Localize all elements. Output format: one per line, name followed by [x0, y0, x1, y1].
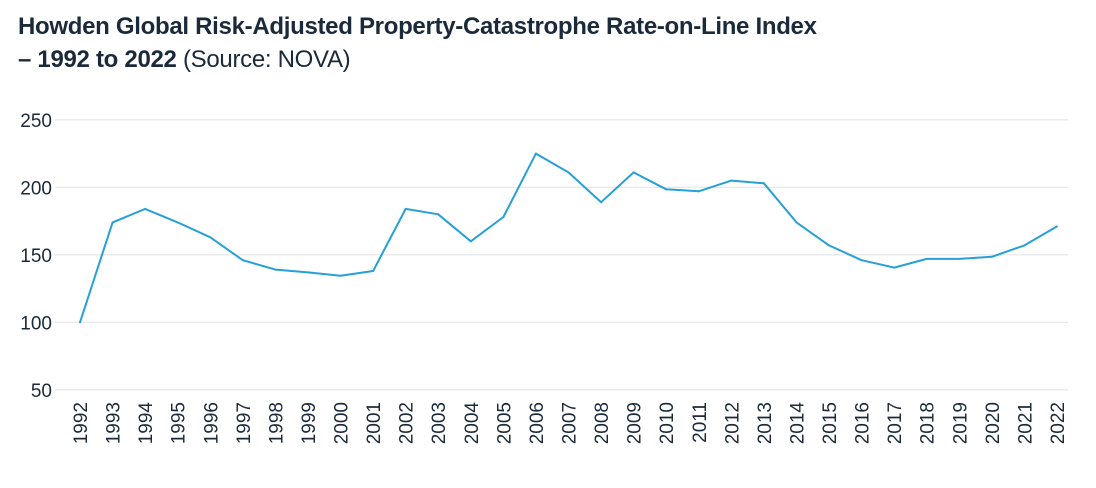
data-point — [925, 257, 928, 260]
data-point — [828, 244, 831, 247]
data-point — [697, 190, 700, 193]
data-point — [600, 201, 603, 204]
data-point — [665, 188, 668, 191]
y-tick-label: 200 — [20, 178, 52, 199]
series-line — [79, 152, 1058, 323]
x-tick-label: 2010 — [657, 402, 678, 444]
title-line-2: – 1992 to 2022 (Source: NOVA) — [18, 43, 817, 76]
y-tick-label: 50 — [31, 381, 52, 402]
data-point — [860, 259, 863, 262]
data-point — [274, 268, 277, 271]
x-tick-label: 2011 — [690, 402, 711, 443]
title-source: (Source: NOVA) — [182, 46, 351, 73]
x-tick-label: 2022 — [1048, 402, 1069, 444]
data-point — [762, 182, 765, 185]
data-point — [79, 321, 81, 324]
x-tick-label: 2018 — [918, 402, 939, 444]
data-point — [176, 221, 179, 224]
x-tick-label: 2013 — [755, 402, 776, 444]
x-tick-label: 1998 — [266, 402, 287, 444]
x-tick-label: 2019 — [950, 402, 971, 444]
data-point — [534, 152, 537, 155]
data-point — [404, 207, 407, 210]
x-tick-label: 1999 — [299, 402, 320, 444]
x-tick-label: 1997 — [234, 402, 255, 444]
data-point — [1023, 244, 1026, 247]
data-point — [241, 259, 244, 262]
x-tick-label: 2003 — [429, 402, 450, 444]
x-tick-label: 1992 — [71, 402, 92, 444]
x-tick-label: 1996 — [201, 402, 222, 444]
x-tick-label: 1993 — [104, 402, 125, 444]
x-tick-label: 2005 — [494, 402, 515, 444]
data-point — [502, 216, 505, 218]
x-tick-label: 2000 — [332, 402, 353, 444]
x-tick-label: 1994 — [136, 402, 157, 445]
y-tick-label: 250 — [20, 111, 52, 132]
y-tick-label: 100 — [20, 313, 52, 334]
data-point — [469, 240, 472, 243]
data-point — [567, 171, 570, 174]
x-tick-label: 2021 — [1015, 402, 1036, 444]
data-point — [306, 271, 309, 274]
data-point — [632, 171, 635, 174]
data-point — [372, 270, 375, 272]
x-tick-label: 2017 — [885, 402, 906, 444]
x-tick-label: 2001 — [364, 402, 385, 444]
data-point — [795, 221, 798, 224]
data-point — [339, 274, 342, 277]
x-tick-label: 2014 — [787, 402, 808, 445]
data-point — [209, 236, 212, 239]
data-point — [1056, 225, 1058, 228]
x-tick-label: 2007 — [560, 402, 581, 444]
data-point — [111, 221, 114, 224]
x-tick-label: 2012 — [722, 402, 743, 444]
x-tick-label: 2008 — [592, 402, 613, 444]
x-tick-label: 2002 — [397, 402, 418, 444]
chart-title: Howden Global Risk-Adjusted Property-Cat… — [18, 10, 817, 76]
y-tick-label: 150 — [20, 246, 52, 267]
x-tick-label: 1995 — [169, 402, 190, 444]
x-tick-label: 2015 — [820, 402, 841, 444]
title-years: – 1992 to 2022 — [18, 46, 177, 73]
data-point — [893, 266, 896, 269]
x-tick-label: 2004 — [462, 402, 483, 445]
data-point — [437, 213, 440, 216]
x-tick-label: 2009 — [625, 402, 646, 444]
data-point — [730, 179, 733, 182]
x-tick-label: 2006 — [527, 402, 548, 444]
x-tick-label: 2020 — [983, 402, 1004, 444]
data-point — [144, 207, 147, 210]
x-tick-label: 2016 — [853, 402, 874, 444]
title-line-1: Howden Global Risk-Adjusted Property-Cat… — [18, 13, 817, 40]
data-point — [958, 257, 961, 260]
data-point — [990, 255, 993, 258]
